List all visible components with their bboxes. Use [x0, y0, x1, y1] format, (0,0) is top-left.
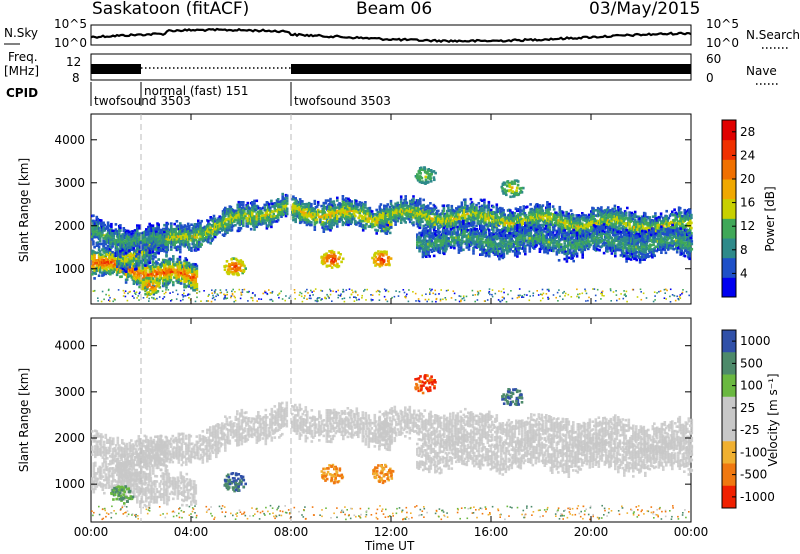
power-colorbar-frame — [721, 119, 737, 298]
velocity-colorbar-label: Velocity [m s⁻¹] — [766, 373, 780, 467]
velocity-colorbar-cell — [722, 463, 736, 487]
cpid-markers — [90, 82, 292, 106]
velocity-colorbar-label: 100 — [740, 379, 763, 393]
colorbars: 28 24 20 16 12 8 4 1000 500 100 25 -25 -100 -500 -1000 — [721, 119, 775, 509]
ytick-label: 2000 — [54, 431, 85, 445]
nsky-trace — [90, 27, 692, 44]
xaxis-title: Time UT — [365, 539, 415, 553]
xtick-label: 12:00 — [374, 525, 409, 539]
station-title: Saskatoon (fitACF) — [92, 0, 250, 19]
freq-tick-bottom: 8 — [72, 71, 80, 85]
power-colorbar-label: 12 — [740, 219, 755, 233]
power-colorbar-label: 20 — [740, 172, 755, 186]
ytick-label: 4000 — [54, 339, 85, 353]
nave-tick-top: 60 — [706, 52, 722, 66]
ytick-label: 3000 — [54, 176, 85, 190]
power-colorbar-cell — [722, 218, 736, 239]
nsky-panel-frame — [90, 24, 692, 46]
power-colorbar-cell — [722, 238, 736, 259]
nsky-tick-bottom: 10^0 — [54, 36, 87, 50]
power-ylabel: Slant Range [km] — [17, 157, 32, 263]
velocity-colorbar-label: -1000 — [740, 490, 775, 504]
velocity-colorbar-cell — [722, 485, 736, 509]
power-colorbar-label: Power [dB] — [763, 186, 777, 252]
cpid-segment-2: normal (fast) 151 — [144, 84, 249, 98]
velocity-colorbar-label: 1000 — [740, 334, 771, 348]
power-colorbar-cell — [722, 277, 736, 298]
xtick-label: 08:00 — [274, 525, 309, 539]
power-heatmap — [91, 166, 694, 303]
velocity-colorbar-label: -500 — [740, 468, 767, 482]
xtick-label: 16:00 — [474, 525, 509, 539]
nave-label: Nave — [746, 64, 777, 78]
velocity-colorbar-cell — [722, 374, 736, 398]
velocity-colorbar-frame — [721, 329, 737, 509]
xtick-label: 04:00 — [174, 525, 209, 539]
velocity-colorbar-cell — [722, 330, 736, 353]
nsearch-label: N.Search — [746, 28, 800, 42]
cpid-segment-1: twofsound 3503 — [94, 94, 191, 108]
velocity-colorbar-label: -25 — [740, 423, 760, 437]
freq-trace — [91, 64, 691, 74]
power-colorbar-cell — [722, 198, 736, 219]
velocity-colorbar-cell — [722, 352, 736, 375]
xtick-label: 00:00 — [674, 525, 709, 539]
power-colorbar-cell — [722, 159, 736, 180]
freq-label: Freq. — [8, 50, 38, 64]
nsky-line — [90, 27, 692, 44]
nsearch-tick-top: 10^5 — [706, 17, 739, 31]
nsearch-tick-bottom: 10^0 — [706, 36, 739, 50]
power-colorbar-label: 4 — [740, 266, 748, 280]
beam-title: Beam 06 — [356, 0, 433, 19]
power-colorbar-label: 8 — [740, 243, 748, 257]
power-colorbar-label: 24 — [740, 148, 755, 162]
power-colorbar-label: 16 — [740, 196, 755, 210]
xtick-label: 00:00 — [74, 525, 109, 539]
freq-unit-label: [MHz] — [4, 64, 40, 78]
power-colorbar-cell — [722, 139, 736, 160]
power-colorbar-cell — [722, 120, 736, 141]
power-colorbar-label: 28 — [740, 125, 755, 139]
velocity-colorbar-cell — [722, 396, 736, 420]
axes: 1000 2000 3000 4000 1000 2000 3000 4000 00:00 04:… — [54, 114, 708, 539]
power-colorbar-cell — [722, 179, 736, 200]
cpid-segment-3: twofsound 3503 — [294, 94, 391, 108]
power-colorbar-cell — [722, 257, 736, 278]
ytick-label: 4000 — [54, 133, 85, 147]
nsky-label: N.Sky — [4, 26, 39, 40]
velocity-colorbar-label: 500 — [740, 356, 763, 370]
ytick-label: 1000 — [54, 262, 85, 276]
xtick-label: 20:00 — [574, 525, 609, 539]
velocity-colorbar-label: -100 — [740, 445, 767, 459]
nsky-tick-top: 10^5 — [54, 17, 87, 31]
velocity-colorbar-label: 25 — [740, 401, 755, 415]
velocity-colorbar-cell — [722, 419, 736, 442]
nave-tick-bottom: 0 — [706, 71, 714, 85]
freq-block-1 — [91, 64, 141, 74]
date-title: 03/May/2015 — [589, 0, 701, 19]
cpid-label: CPID — [6, 86, 39, 100]
velocity-colorbar-cell — [722, 441, 736, 464]
velocity-ylabel: Slant Range [km] — [17, 367, 32, 473]
ytick-label: 1000 — [54, 477, 85, 491]
freq-block-2 — [291, 64, 691, 74]
freq-tick-top: 12 — [66, 55, 82, 69]
velocity-heatmap — [91, 374, 694, 521]
ytick-label: 2000 — [54, 219, 85, 233]
ytick-label: 3000 — [54, 385, 85, 399]
